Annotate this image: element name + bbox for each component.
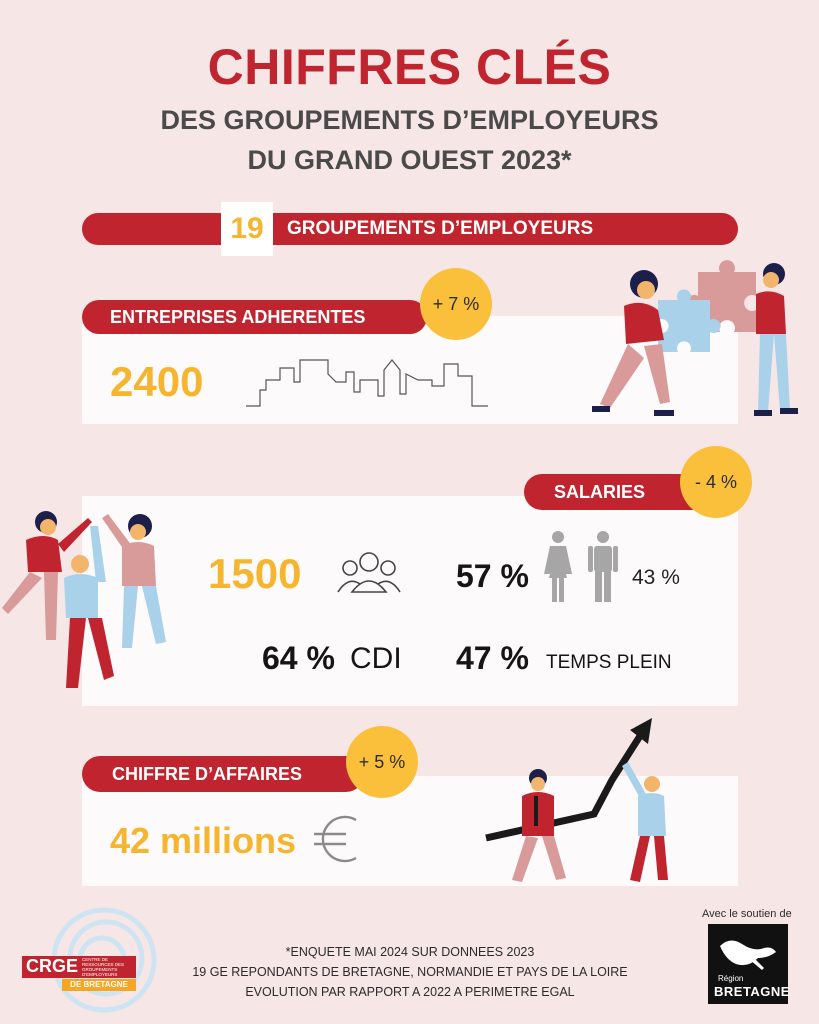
crge-small-line2: RESSOURCES DES <box>82 962 125 967</box>
women-percentage: 57 % <box>456 558 529 594</box>
temps-plein-label: TEMPS PLEIN <box>546 652 672 673</box>
groupements-label: GROUPEMENTS D’EMPLOYEURS <box>287 218 594 239</box>
entreprises-value: 2400 <box>110 358 204 405</box>
region-small-text: Région <box>718 974 744 983</box>
crge-region-text: DE BRETAGNE <box>62 979 136 991</box>
entreprises-label-bar: ENTREPRISES ADHERENTES <box>82 300 427 334</box>
groupements-count: 19 <box>230 212 264 245</box>
page-subtitle-line2: DU GRAND OUEST 2023* <box>247 145 572 175</box>
crge-small-line4: D'EMPLOYEURS <box>82 972 118 977</box>
growth-arrow-illustration <box>485 718 668 882</box>
region-bretagne-logo: Région BRETAGNE <box>708 924 790 1004</box>
ermine-icon <box>720 940 776 970</box>
puzzle-team-illustration <box>592 260 798 416</box>
salaries-label: SALARIES <box>554 481 646 502</box>
cdi-percentage: 64 % <box>262 640 335 676</box>
chiffre-affaires-badge-text: + 5 % <box>358 751 406 772</box>
chiffre-affaires-card <box>82 776 738 886</box>
cdi-label: CDI <box>350 642 402 675</box>
city-skyline-icon <box>246 359 488 407</box>
temps-plein-percentage: 47 % <box>456 640 529 676</box>
entreprises-label: ENTREPRISES ADHERENTES <box>110 306 366 327</box>
salaries-badge-text: - 4 % <box>694 471 737 492</box>
euro-icon <box>314 815 357 863</box>
region-big-text: BRETAGNE <box>714 984 790 999</box>
chiffre-affaires-value: 42 millions <box>110 820 297 861</box>
entreprises-badge: + 7 % <box>420 268 492 340</box>
salaries-card <box>82 496 738 706</box>
salaries-value: 1500 <box>208 550 302 597</box>
man-icon <box>588 531 618 602</box>
high-five-team-illustration <box>2 511 166 688</box>
crge-small-text: CENTRE DE RESSOURCES DES GROUPEMENTS D'E… <box>82 957 124 977</box>
chiffre-affaires-label-bar: CHIFFRE D’AFFAIRES <box>82 756 364 792</box>
chiffre-affaires-label: CHIFFRE D’AFFAIRES <box>112 763 303 784</box>
groupements-count-box: 19 <box>221 202 273 256</box>
page-subtitle-line1: DES GROUPEMENTS D’EMPLOYEURS <box>160 105 659 135</box>
footnote-line1: *ENQUETE MAI 2024 SUR DONNEES 2023 <box>285 945 535 959</box>
crge-small-line3: GROUPEMENTS <box>82 967 118 972</box>
footnote-line3: EVOLUTION PAR RAPPORT A 2022 A PERIMETRE… <box>245 985 575 999</box>
crge-logo: CRGE CENTRE DE RESSOURCES DES GROUPEMENT… <box>22 954 136 992</box>
groupements-bar <box>82 213 738 245</box>
soutien-text: Avec le soutien de <box>702 908 792 920</box>
crge-small-line1: CENTRE DE <box>82 957 109 962</box>
men-percentage: 43 % <box>632 566 680 589</box>
woman-icon <box>544 531 572 602</box>
salaries-badge: - 4 % <box>680 446 752 518</box>
entreprises-badge-text: + 7 % <box>432 293 480 314</box>
page-title: CHIFFRES CLÉS <box>207 39 612 95</box>
footnote: *ENQUETE MAI 2024 SUR DONNEES 2023 19 GE… <box>150 942 670 1002</box>
group-people-icon <box>337 552 401 593</box>
chiffre-affaires-badge: + 5 % <box>346 726 418 798</box>
crge-main-text: CRGE <box>26 956 79 976</box>
footnote-line2: 19 GE REPONDANTS DE BRETAGNE, NORMANDIE … <box>192 965 628 979</box>
